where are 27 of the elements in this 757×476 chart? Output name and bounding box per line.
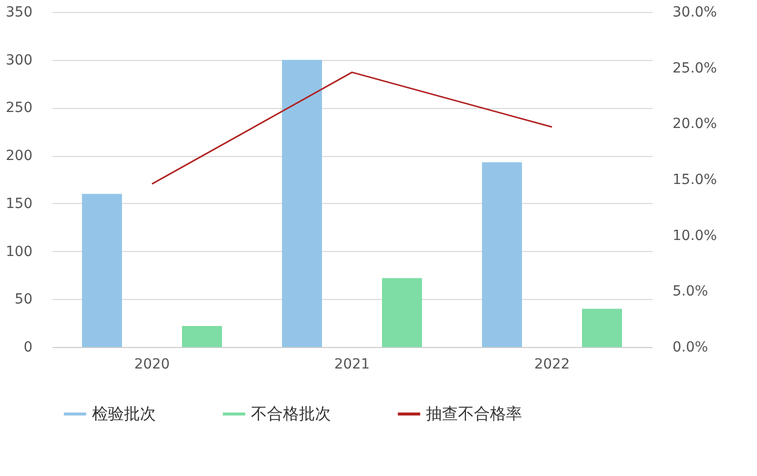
y2-tick-label: 15.0%	[672, 172, 717, 188]
y2-tick-label: 10.0%	[672, 228, 717, 244]
y-tick-label: 50	[14, 292, 32, 308]
legend-label: 检验批次	[92, 404, 156, 423]
bar	[282, 60, 322, 347]
legend-label: 抽查不合格率	[426, 404, 522, 423]
bar	[82, 194, 122, 347]
bar	[482, 162, 522, 347]
bar	[182, 326, 222, 347]
y2-tick-label: 0.0%	[672, 340, 708, 356]
bar	[582, 308, 622, 347]
y-tick-label: 250	[6, 100, 32, 116]
y-tick-label: 0	[24, 340, 32, 356]
y2-tick-label: 25.0%	[672, 60, 717, 76]
legend-label: 不合格批次	[251, 404, 331, 423]
x-tick-label: 2022	[534, 356, 570, 372]
y-tick-label: 300	[6, 52, 32, 68]
y-tick-label: 200	[6, 148, 32, 164]
y2-tick-label: 20.0%	[672, 116, 717, 132]
x-tick-label: 2020	[134, 356, 170, 372]
x-tick-label: 2021	[334, 356, 370, 372]
y-tick-label: 350	[6, 4, 32, 20]
y2-tick-label: 5.0%	[672, 284, 708, 300]
bar	[382, 278, 422, 347]
y-tick-label: 100	[6, 244, 32, 260]
y2-tick-label: 30.0%	[672, 4, 717, 20]
y-tick-label: 150	[6, 196, 32, 212]
